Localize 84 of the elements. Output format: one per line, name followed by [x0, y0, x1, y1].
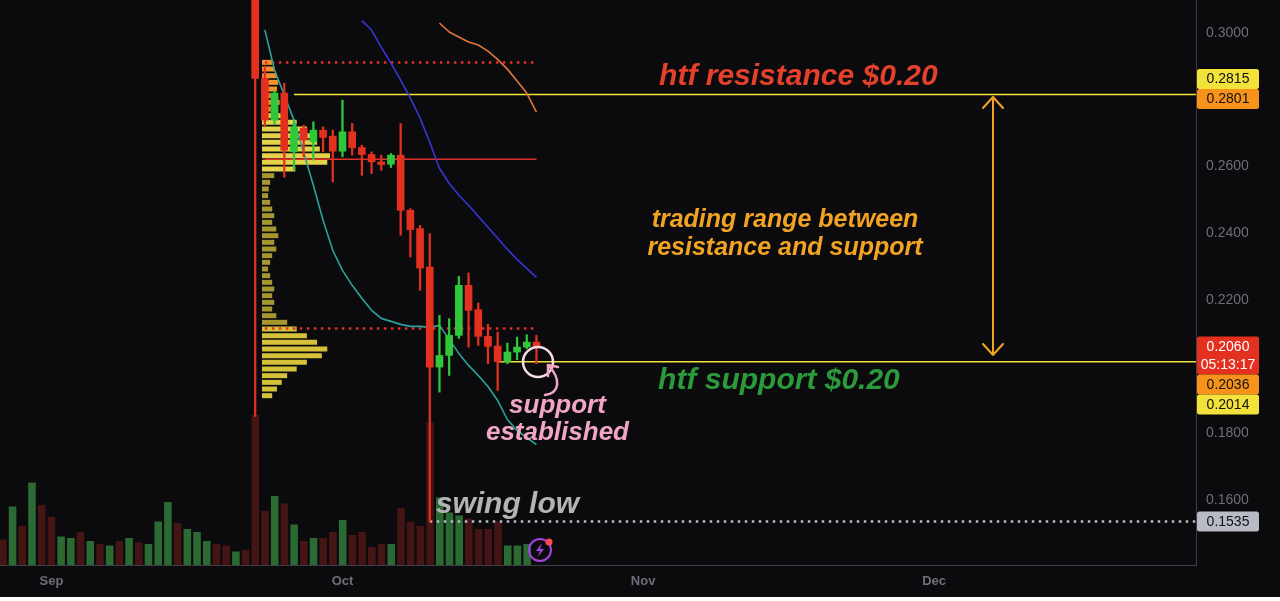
bar: [513, 545, 522, 565]
annotation: htf support $0.20: [658, 362, 901, 396]
y-tick-label: 0.1600: [1206, 490, 1250, 507]
bar: [115, 541, 124, 565]
bar: [474, 529, 483, 565]
annotation: trading range between resistance and support: [647, 204, 925, 261]
bar: [193, 532, 201, 565]
bar: [261, 511, 269, 565]
bar: [76, 532, 85, 565]
bar: [262, 179, 271, 185]
bar: [348, 535, 357, 565]
bar: [262, 159, 328, 165]
y-tick-label: 0.2400: [1206, 223, 1250, 240]
bar: [173, 523, 182, 565]
data-label: 0.2815: [1206, 70, 1250, 87]
bar: [262, 199, 271, 205]
bar: [290, 524, 298, 565]
bar: [262, 259, 271, 265]
bar: [397, 508, 405, 565]
bar: [406, 521, 415, 565]
data-label: 0.1535: [1206, 512, 1250, 529]
bar: [18, 526, 27, 565]
annotation: swing low: [435, 485, 581, 519]
bar: [8, 506, 17, 565]
bar: [377, 544, 386, 565]
bar: [270, 496, 279, 565]
bar: [28, 482, 36, 565]
bar: [319, 538, 328, 565]
y-tick-label: 0.2600: [1206, 157, 1250, 174]
bar: [262, 219, 273, 225]
bar: [135, 542, 143, 565]
text: 05:13:17: [1200, 355, 1256, 372]
bar: [387, 544, 396, 565]
bar: [484, 529, 493, 565]
bar: [222, 545, 230, 565]
text: 0.2036: [1206, 375, 1250, 392]
bar: [329, 532, 337, 565]
bar: [57, 536, 65, 565]
bar: [300, 541, 308, 565]
bar: [503, 545, 512, 565]
bar: [465, 518, 473, 565]
bar: [0, 539, 7, 565]
bar: [154, 521, 162, 565]
bar: [262, 339, 318, 345]
bar: [262, 279, 273, 285]
bar: [309, 538, 318, 565]
annotation: htf resistance $0.20: [659, 57, 938, 91]
bar: [105, 545, 114, 565]
bar: [96, 544, 104, 565]
y-tick-label: 0.3000: [1206, 23, 1250, 40]
bar: [262, 319, 288, 325]
bar: [67, 538, 75, 565]
bar: [358, 532, 366, 565]
bar: [164, 502, 172, 565]
bar: [262, 299, 275, 305]
bar: [232, 551, 240, 565]
bar: [494, 521, 502, 565]
x-tick-label: Oct: [331, 573, 354, 589]
x-tick-label: Dec: [922, 573, 947, 589]
x-tick-label: Sep: [39, 573, 64, 589]
text: 0.2801: [1206, 90, 1250, 107]
data-label: 0.2014: [1206, 395, 1250, 412]
bar: [202, 541, 211, 565]
x-tick-label: Nov: [630, 573, 657, 589]
bar: [47, 517, 56, 565]
bar: [241, 550, 250, 565]
bar: [262, 379, 282, 385]
bar: [416, 526, 425, 565]
bar: [262, 173, 275, 179]
bar: [262, 239, 275, 245]
bar: [262, 359, 307, 365]
bar: [125, 538, 133, 565]
bar: [37, 505, 46, 565]
bar: [183, 529, 192, 565]
bar: [338, 520, 347, 565]
bar: [144, 544, 153, 565]
bar: [368, 547, 376, 565]
bar: [86, 541, 95, 565]
bar: [280, 503, 289, 565]
y-tick-label: 0.2200: [1206, 290, 1250, 307]
bar: [212, 544, 221, 565]
text: 0.2060: [1206, 337, 1250, 354]
y-tick-label: 0.1800: [1206, 424, 1250, 441]
bar: [251, 415, 260, 565]
